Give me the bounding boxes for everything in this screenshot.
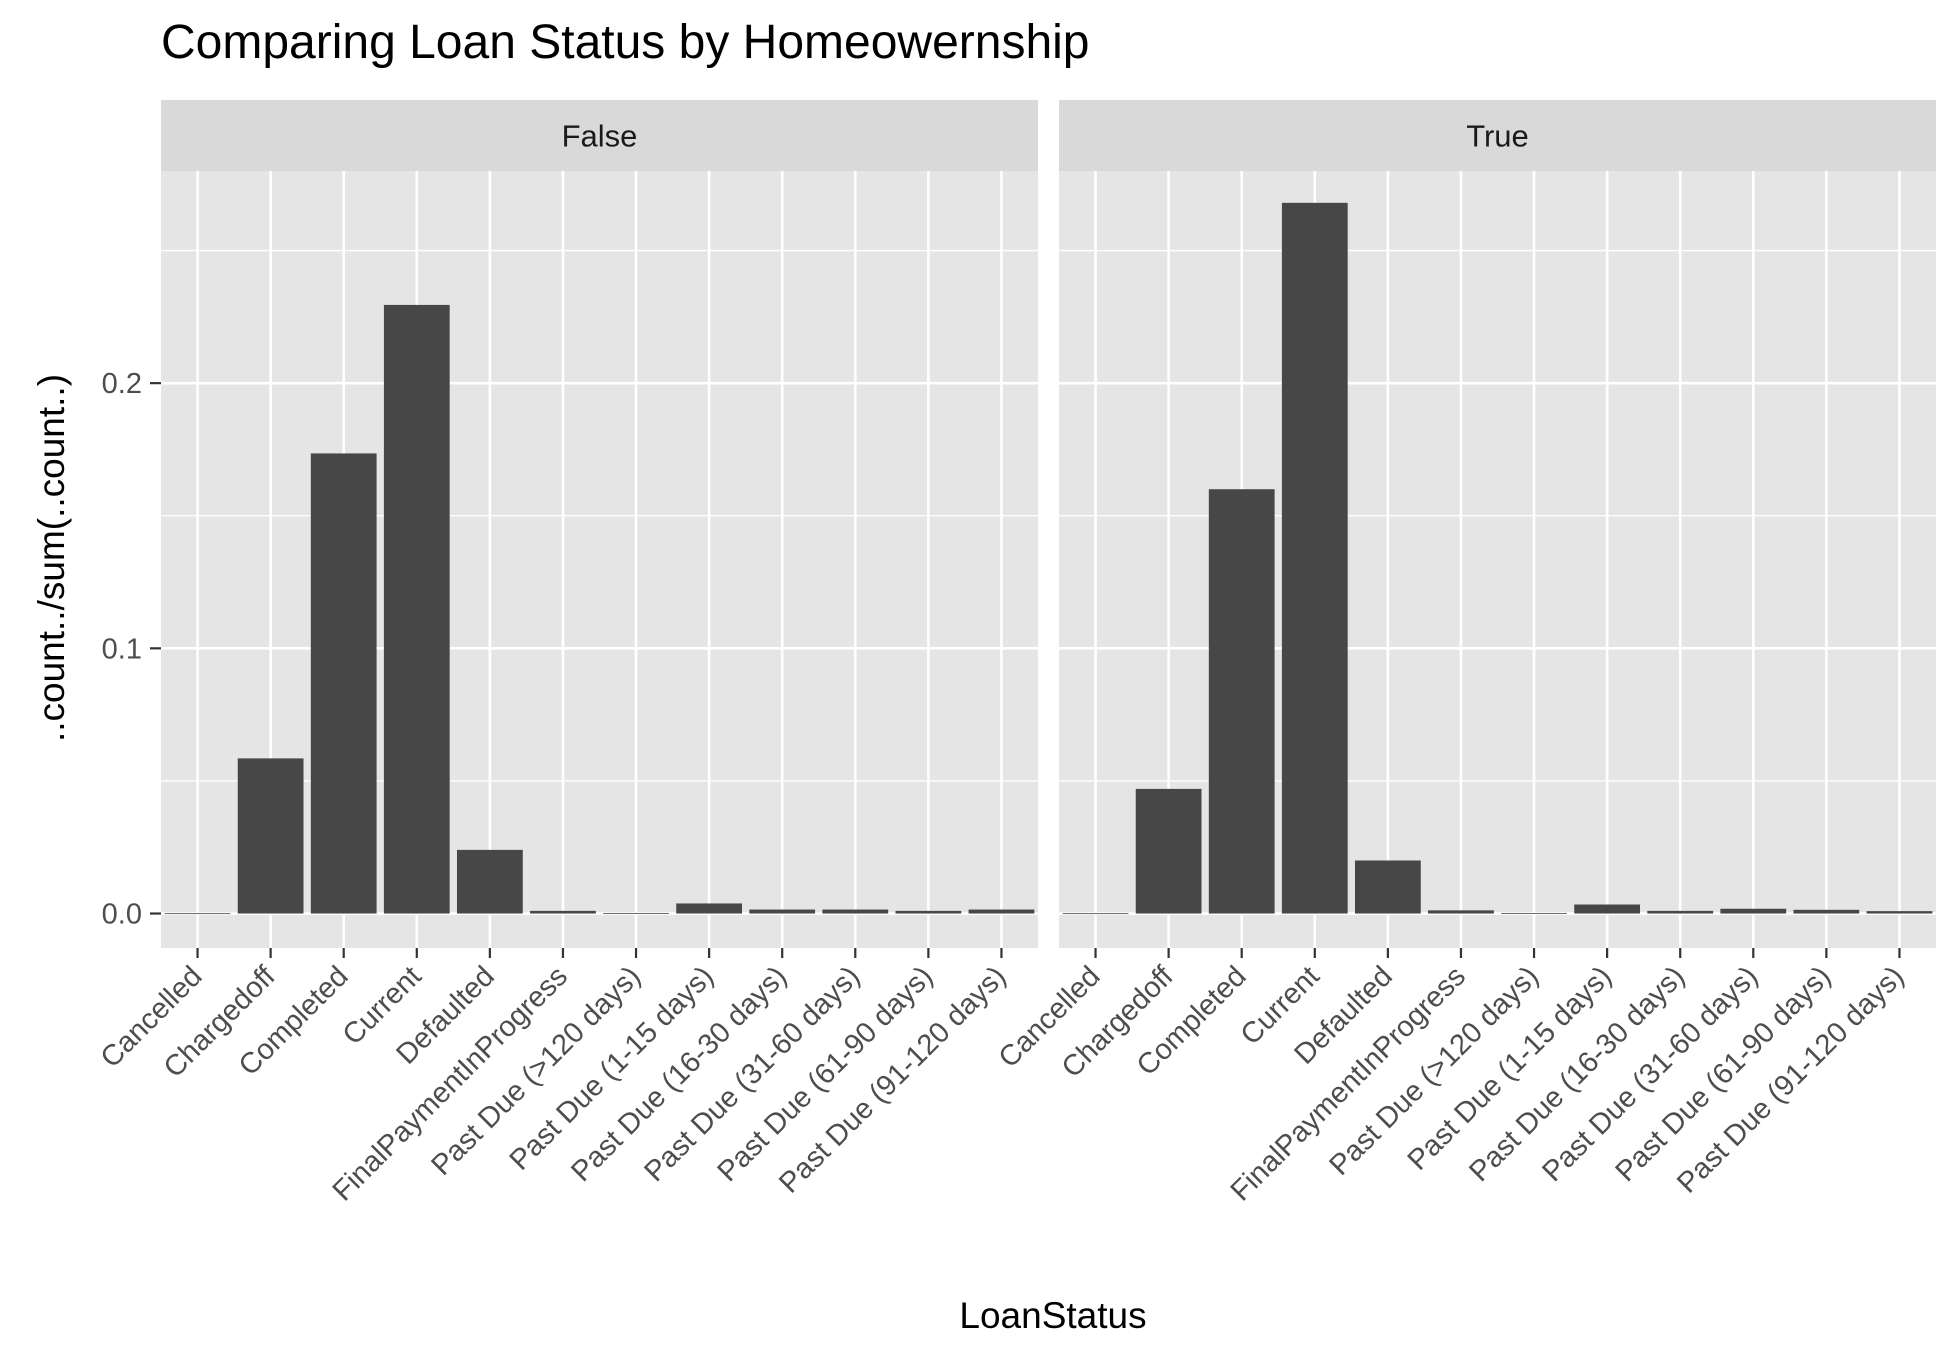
bar-true-7 (1574, 904, 1641, 914)
panel-background (161, 171, 1038, 948)
facet-panel-true: TrueCancelledChargedoffCompletedCurrentD… (993, 100, 1936, 1207)
facet-panel-false: FalseCancelledChargedoffCompletedCurrent… (95, 100, 1038, 1207)
bar-true-10 (1793, 909, 1860, 914)
bar-false-5 (530, 910, 596, 914)
bar-true-3 (1281, 202, 1348, 914)
bar-false-1 (237, 758, 304, 914)
facet-strip-label: True (1466, 119, 1529, 154)
bar-true-2 (1208, 489, 1275, 914)
y-tick-label: 0.1 (102, 633, 142, 665)
bar-false-3 (383, 304, 450, 914)
facet-strip (1059, 100, 1936, 171)
bar-true-4 (1354, 860, 1421, 914)
facet-strip (161, 100, 1038, 171)
bar-false-7 (676, 903, 743, 914)
facet-panels: FalseCancelledChargedoffCompletedCurrent… (95, 100, 1936, 1207)
chart-title: Comparing Loan Status by Homeowernship (161, 16, 1090, 69)
bar-true-0 (1062, 913, 1129, 915)
bar-true-6 (1501, 912, 1567, 914)
bar-false-6 (603, 912, 669, 914)
bar-true-1 (1135, 788, 1202, 914)
bar-false-0 (164, 913, 231, 915)
y-tick-label: 0.2 (102, 368, 142, 400)
bar-false-8 (749, 909, 816, 914)
y-axis-title: ..count../sum(..count..) (31, 374, 72, 742)
bar-false-10 (895, 910, 962, 914)
bar-false-2 (310, 453, 377, 914)
bar-true-11 (1866, 911, 1933, 914)
x-axis-title: LoanStatus (959, 1295, 1146, 1336)
bar-true-9 (1720, 908, 1787, 914)
facet-strip-label: False (562, 119, 638, 154)
bar-true-8 (1647, 910, 1714, 914)
bar-true-5 (1428, 910, 1494, 914)
bar-false-9 (822, 909, 889, 914)
bar-false-4 (456, 849, 523, 914)
y-axis: 0.0 0.1 0.2 (102, 368, 161, 931)
panel-background (1059, 171, 1936, 948)
bar-false-11 (968, 909, 1035, 914)
y-tick-label: 0.0 (102, 899, 142, 931)
